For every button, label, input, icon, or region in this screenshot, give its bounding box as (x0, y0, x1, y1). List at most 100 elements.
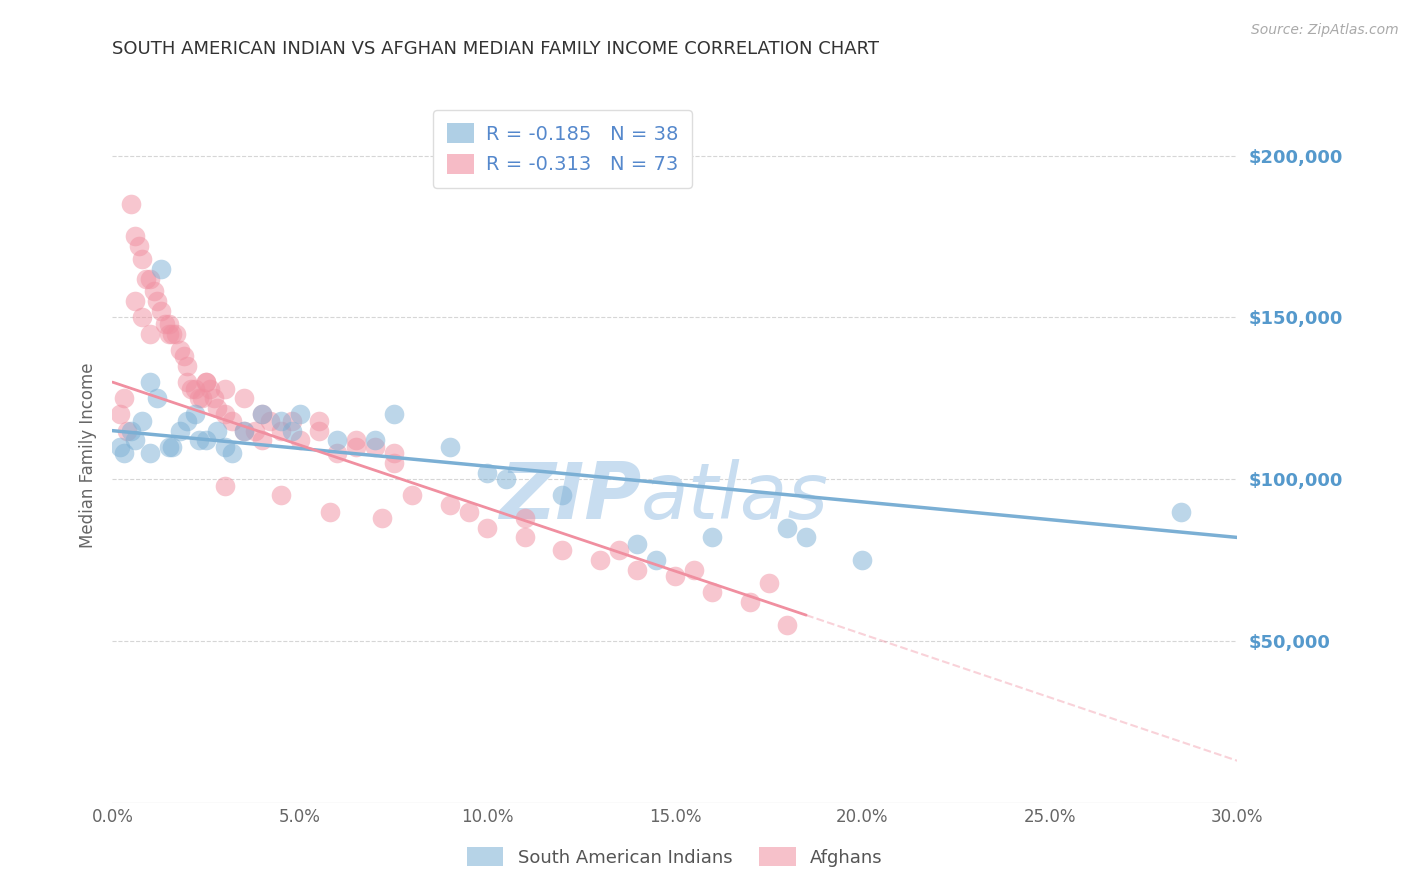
Point (139, 375, 162, 389)
Point (176, 414, 198, 428)
Point (776, 521, 799, 535)
Point (252, 434, 274, 448)
Text: atlas: atlas (641, 458, 830, 534)
Point (214, 440, 236, 454)
Point (439, 498, 461, 512)
Point (851, 553, 873, 567)
Point (128, 239, 150, 253)
Point (124, 294, 146, 309)
Point (117, 424, 139, 438)
Point (270, 488, 292, 502)
Point (162, 440, 184, 454)
Point (214, 478, 236, 492)
Point (165, 326, 187, 341)
Point (607, 543, 630, 558)
Point (495, 472, 517, 486)
Point (187, 392, 209, 406)
Text: Source: ZipAtlas.com: Source: ZipAtlas.com (1251, 23, 1399, 37)
Point (626, 563, 648, 577)
Point (162, 326, 184, 341)
Point (439, 440, 461, 454)
Point (108, 440, 131, 454)
Point (157, 440, 180, 454)
Y-axis label: Median Family Income: Median Family Income (79, 362, 97, 548)
Point (243, 424, 266, 438)
Point (184, 408, 207, 422)
Point (176, 359, 198, 373)
Point (120, 197, 142, 211)
Point (169, 343, 191, 357)
Point (112, 446, 135, 460)
Point (176, 375, 198, 389)
Point (221, 414, 243, 428)
Point (139, 271, 162, 285)
Point (146, 392, 169, 406)
Point (477, 466, 499, 480)
Point (124, 434, 146, 448)
Point (195, 434, 218, 448)
Point (259, 414, 281, 428)
Point (477, 521, 499, 535)
Point (124, 229, 146, 244)
Point (664, 569, 686, 583)
Point (232, 424, 254, 438)
Point (270, 424, 292, 438)
Point (112, 392, 135, 406)
Point (108, 408, 131, 422)
Point (139, 326, 162, 341)
Point (326, 434, 349, 448)
Point (382, 408, 405, 422)
Text: SOUTH AMERICAN INDIAN VS AFGHAN MEDIAN FAMILY INCOME CORRELATION CHART: SOUTH AMERICAN INDIAN VS AFGHAN MEDIAN F… (112, 40, 880, 58)
Point (758, 575, 780, 590)
Point (195, 375, 218, 389)
Point (180, 382, 202, 396)
Point (252, 408, 274, 422)
Point (120, 424, 142, 438)
Point (738, 595, 761, 609)
Point (131, 252, 153, 267)
Point (326, 446, 349, 460)
Point (150, 304, 173, 318)
Point (288, 434, 311, 448)
Point (214, 408, 236, 422)
Point (157, 317, 180, 331)
Point (513, 531, 536, 545)
Point (382, 456, 405, 470)
Legend: R = -0.185   N = 38, R = -0.313   N = 73: R = -0.185 N = 38, R = -0.313 N = 73 (433, 110, 692, 188)
Point (153, 317, 176, 331)
Point (457, 504, 479, 518)
Point (252, 408, 274, 422)
Point (214, 382, 236, 396)
Point (191, 392, 214, 406)
Point (589, 553, 612, 567)
Point (270, 414, 292, 428)
Point (198, 382, 221, 396)
Point (551, 543, 574, 558)
Point (232, 424, 254, 438)
Point (319, 504, 342, 518)
Point (131, 414, 153, 428)
Point (682, 563, 704, 577)
Point (1170, 504, 1192, 518)
Point (645, 553, 668, 567)
Point (173, 349, 195, 363)
Point (187, 434, 209, 448)
Point (794, 531, 817, 545)
Point (364, 434, 387, 448)
Point (150, 261, 173, 276)
Point (308, 424, 330, 438)
Point (281, 424, 304, 438)
Point (207, 424, 229, 438)
Legend: South American Indians, Afghans: South American Indians, Afghans (460, 840, 890, 874)
Point (221, 446, 243, 460)
Point (551, 488, 574, 502)
Point (139, 446, 162, 460)
Point (146, 294, 169, 309)
Point (157, 326, 180, 341)
Point (371, 511, 394, 525)
Point (382, 446, 405, 460)
Point (776, 617, 799, 632)
Point (202, 392, 225, 406)
Point (281, 414, 304, 428)
Point (702, 585, 724, 599)
